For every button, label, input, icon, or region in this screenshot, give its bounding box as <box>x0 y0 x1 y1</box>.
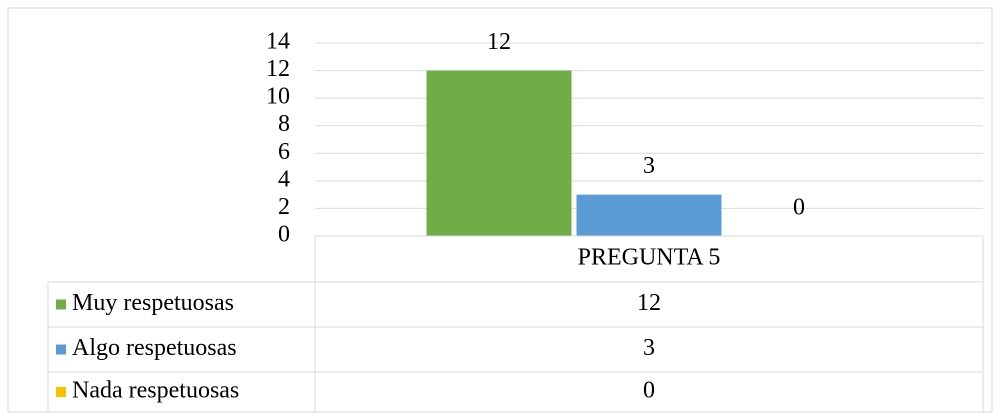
y-tick-label: 2 <box>278 194 290 220</box>
legend-label: Muy respetuosas <box>72 290 234 316</box>
bar <box>576 194 722 236</box>
y-tick-label: 12 <box>266 56 290 82</box>
table-value: 0 <box>643 378 655 404</box>
legend-key <box>56 344 66 355</box>
legend-label: Nada respetuosas <box>72 378 239 404</box>
value-label: 3 <box>643 153 655 179</box>
y-tick-label: 0 <box>278 222 290 248</box>
legend-key <box>56 299 66 310</box>
x-tick-label: PREGUNTA 5 <box>578 245 721 271</box>
y-tick-label: 6 <box>278 139 290 165</box>
y-tick-label: 10 <box>266 84 290 110</box>
y-tick-label: 8 <box>278 111 290 137</box>
value-label: 0 <box>793 195 805 221</box>
value-label: 12 <box>487 29 511 55</box>
y-tick-label: 14 <box>266 29 290 55</box>
table-value: 12 <box>637 290 661 316</box>
bar <box>426 70 572 236</box>
legend-label: Algo respetuosas <box>72 335 237 361</box>
legend-key <box>56 387 66 397</box>
y-tick-label: 4 <box>278 166 290 192</box>
table-value: 3 <box>643 335 655 361</box>
